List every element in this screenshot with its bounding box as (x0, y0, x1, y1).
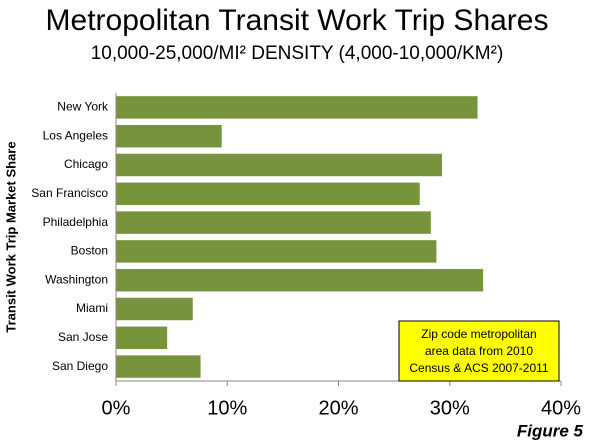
bar (116, 355, 201, 378)
y-tick-label: Los Angeles (43, 128, 108, 142)
y-tick-label: Chicago (64, 157, 108, 171)
bar (116, 96, 478, 119)
annotation-text: area data from 2010 (425, 344, 533, 358)
x-tick-label: 0% (102, 397, 131, 419)
bar (116, 326, 168, 350)
annotation-text: Census & ACS 2007-2011 (409, 361, 549, 375)
bar (116, 240, 437, 263)
y-tick-label: New York (57, 100, 109, 114)
y-tick-label: San Francisco (31, 186, 108, 200)
y-tick-label: Philadelphia (43, 215, 109, 229)
chart-title: Metropolitan Transit Work Trip Shares (46, 4, 549, 37)
bar (116, 297, 193, 321)
bar (116, 124, 222, 148)
y-tick-label: Miami (76, 301, 108, 315)
y-tick-label: Washington (45, 272, 108, 286)
y-tick-label: Boston (71, 244, 108, 258)
bar (116, 153, 442, 177)
y-axis-label: Transit Work Trip Market Share (3, 141, 18, 332)
x-tick-label: 30% (430, 397, 470, 419)
chart-subtitle: 10,000-25,000/MI² DENSITY (4,000-10,000/… (91, 43, 504, 64)
x-tick-label: 20% (318, 397, 358, 419)
y-tick-label: San Diego (52, 359, 108, 373)
y-tick-label: San Jose (58, 330, 108, 344)
x-tick-label: 10% (207, 397, 247, 419)
annotation-text: Zip code metropolitan (421, 327, 536, 341)
bar (116, 268, 484, 292)
bar (116, 211, 431, 234)
figure-label: Figure 5 (517, 421, 584, 440)
x-tick-label: 40% (541, 397, 581, 419)
bar (116, 182, 420, 206)
annotation-box (398, 320, 560, 382)
